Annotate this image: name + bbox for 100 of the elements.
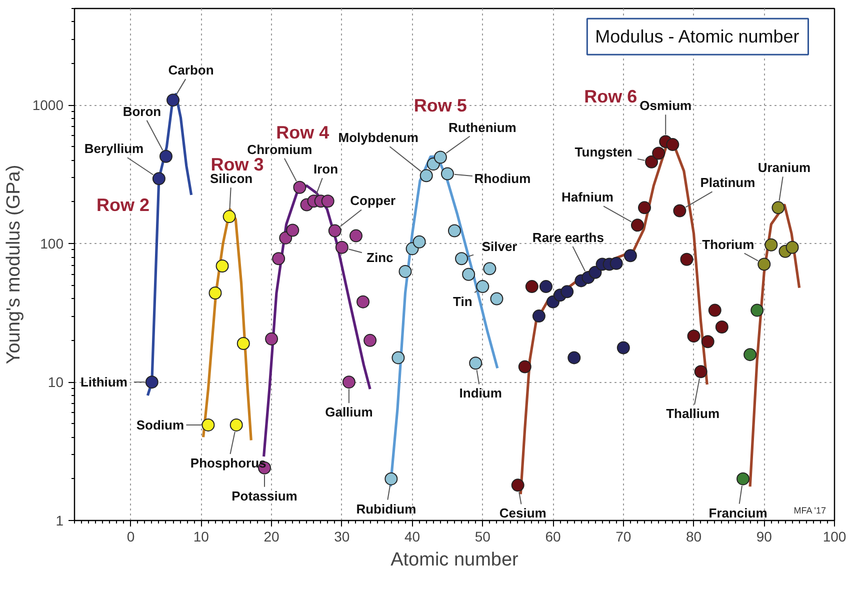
x-tick-label: 20 xyxy=(264,528,280,544)
x-tick-label: 90 xyxy=(756,528,772,544)
point xyxy=(772,201,785,214)
point xyxy=(335,240,348,254)
point xyxy=(159,150,172,163)
annotation: Rubidium xyxy=(356,501,416,516)
point xyxy=(349,229,362,242)
point xyxy=(539,280,552,294)
y-tick-label: 10 xyxy=(48,374,64,390)
annotation: MFA '17 xyxy=(794,506,826,516)
point xyxy=(708,304,722,317)
point xyxy=(701,335,714,348)
point xyxy=(511,478,524,492)
annotation: Potassium xyxy=(232,488,298,504)
point xyxy=(272,252,286,266)
x-tick-label: 60 xyxy=(545,528,562,544)
text: Row 5 xyxy=(414,95,467,116)
point xyxy=(328,224,342,238)
point xyxy=(265,332,278,346)
point xyxy=(455,252,468,266)
annotation: Osmium xyxy=(640,98,692,114)
x-axis-title: Atomic number xyxy=(390,550,520,570)
annotation: Cesium xyxy=(499,506,546,521)
annotation: Beryllium xyxy=(84,141,144,156)
point xyxy=(152,172,166,186)
point xyxy=(750,304,764,317)
point xyxy=(392,351,405,364)
point xyxy=(476,280,490,294)
x-tick-label: 40 xyxy=(404,528,420,544)
point xyxy=(630,218,644,232)
point xyxy=(736,472,750,486)
point xyxy=(462,268,476,281)
series-label: Row 2 xyxy=(96,195,150,216)
x-tick-label: 30 xyxy=(334,528,350,544)
annotation: Carbon xyxy=(168,62,214,78)
annotation: Ruthenium xyxy=(448,120,516,135)
point xyxy=(687,330,700,343)
y-tick-label: 1 xyxy=(56,512,64,528)
annotation: Platinum xyxy=(700,175,756,190)
point xyxy=(764,238,778,252)
annotation: Phosphorus xyxy=(190,455,266,470)
annotation: Silver xyxy=(482,239,518,254)
point xyxy=(434,150,447,164)
x-tick-label: 70 xyxy=(616,528,632,544)
point xyxy=(744,348,757,362)
annotation: Rare earths xyxy=(532,230,604,245)
y-tick-label: 1000 xyxy=(32,97,64,114)
point xyxy=(321,194,334,208)
point xyxy=(638,201,651,214)
annotation: Tungsten xyxy=(574,144,632,160)
point xyxy=(216,259,229,272)
point xyxy=(610,256,623,270)
annotation: Gallium xyxy=(325,404,373,420)
x-tick-label: 50 xyxy=(474,528,491,544)
y-tick-label: 100 xyxy=(40,236,64,252)
y-axis-title: Young's modulus (GPa) xyxy=(3,164,24,364)
point xyxy=(616,341,630,354)
point xyxy=(666,138,680,152)
point xyxy=(208,286,222,300)
point xyxy=(230,418,243,432)
text: Row 4 xyxy=(276,122,330,142)
point xyxy=(412,235,426,248)
point xyxy=(568,351,581,364)
point xyxy=(624,249,637,262)
point xyxy=(293,180,306,194)
point xyxy=(525,280,538,294)
point xyxy=(420,169,433,182)
annotation: Molybdenum xyxy=(338,130,418,146)
point xyxy=(715,320,728,334)
point xyxy=(398,264,412,278)
point xyxy=(652,146,666,160)
x-tick-label: 100 xyxy=(822,528,846,544)
point xyxy=(279,231,292,244)
annotation: Rhodium xyxy=(474,171,531,186)
annotation: Sodium xyxy=(136,417,184,432)
text: Modulus - Atomic number xyxy=(595,26,800,47)
point xyxy=(166,94,180,107)
point xyxy=(145,376,158,389)
point xyxy=(448,224,461,238)
point xyxy=(518,360,532,374)
point xyxy=(758,258,771,271)
annotation: Francium xyxy=(708,505,768,520)
x-tick-label: 10 xyxy=(193,528,210,544)
point xyxy=(364,334,377,347)
point xyxy=(222,210,236,224)
text: Row 6 xyxy=(584,86,638,107)
point xyxy=(384,472,398,486)
annotation: Copper xyxy=(350,193,396,208)
point xyxy=(680,252,694,266)
point xyxy=(786,240,799,254)
point xyxy=(342,376,356,389)
point xyxy=(560,285,574,298)
point xyxy=(440,167,454,180)
annotation: Chromium xyxy=(247,142,312,157)
x-tick-label: 0 xyxy=(126,528,135,544)
point xyxy=(645,155,658,168)
point xyxy=(673,204,686,218)
annotation: Zinc xyxy=(366,250,394,265)
point xyxy=(356,295,370,308)
point xyxy=(483,262,496,276)
